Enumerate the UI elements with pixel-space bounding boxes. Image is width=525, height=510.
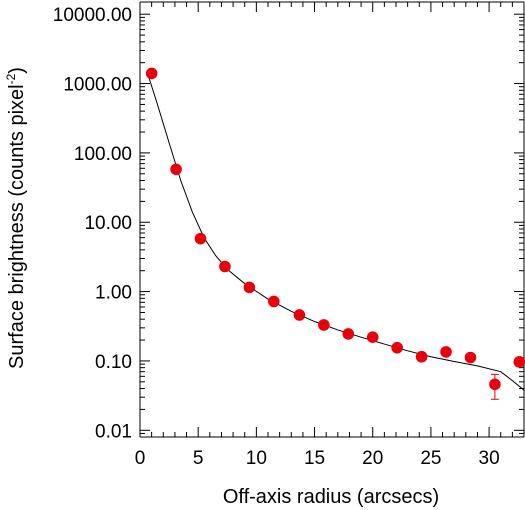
data-point	[415, 350, 428, 363]
y-tick-label: 100.00	[74, 144, 132, 165]
x-tick-label: 20	[362, 448, 383, 469]
y-tick-label: 10000.00	[53, 5, 132, 26]
x-tick-label: 30	[479, 448, 500, 469]
model-curve	[146, 71, 525, 391]
y-axis-title: Surface brightness (counts pixel-2)	[4, 67, 28, 369]
x-tick-label: 10	[246, 448, 267, 469]
x-axis-ticks: 0 5 10 15 20 25 30	[135, 2, 525, 469]
data-point	[391, 341, 403, 354]
data-point	[489, 378, 501, 391]
data-point	[243, 281, 256, 294]
y-tick-label: 0.10	[95, 352, 132, 373]
y-axis-ticks: 0.01 0.10 1.00 10.00 100.00 1000.00 10000.00	[53, 5, 524, 442]
y-axis-title-superscript: -2	[4, 73, 18, 84]
y-axis-title-close: )	[6, 67, 28, 74]
data-point	[170, 163, 182, 176]
data-points-layer	[145, 67, 525, 400]
x-tick-label: 25	[420, 448, 441, 469]
data-point	[513, 356, 525, 368]
y-tick-label: 0.01	[95, 421, 132, 442]
y-axis-title-main: Surface brightness (counts pixel	[6, 84, 28, 369]
data-point	[194, 232, 207, 245]
data-point	[268, 295, 280, 308]
y-tick-label: 10.00	[84, 213, 132, 234]
data-point	[440, 346, 452, 358]
y-tick-label: 1.00	[95, 283, 132, 304]
data-point	[342, 328, 355, 340]
plot-frame	[139, 1, 525, 438]
data-point	[464, 351, 477, 364]
x-axis-title: Off-axis radius (arcsecs)	[223, 486, 439, 508]
data-point	[366, 331, 379, 343]
x-tick-label: 0	[135, 448, 146, 469]
data-point	[318, 319, 330, 331]
model-curve-layer	[146, 71, 525, 391]
data-point	[293, 309, 306, 321]
data-point	[219, 260, 231, 273]
data-point	[145, 67, 158, 80]
x-tick-label: 15	[304, 448, 325, 469]
x-tick-label: 5	[193, 448, 204, 469]
y-tick-label: 1000.00	[63, 75, 132, 96]
